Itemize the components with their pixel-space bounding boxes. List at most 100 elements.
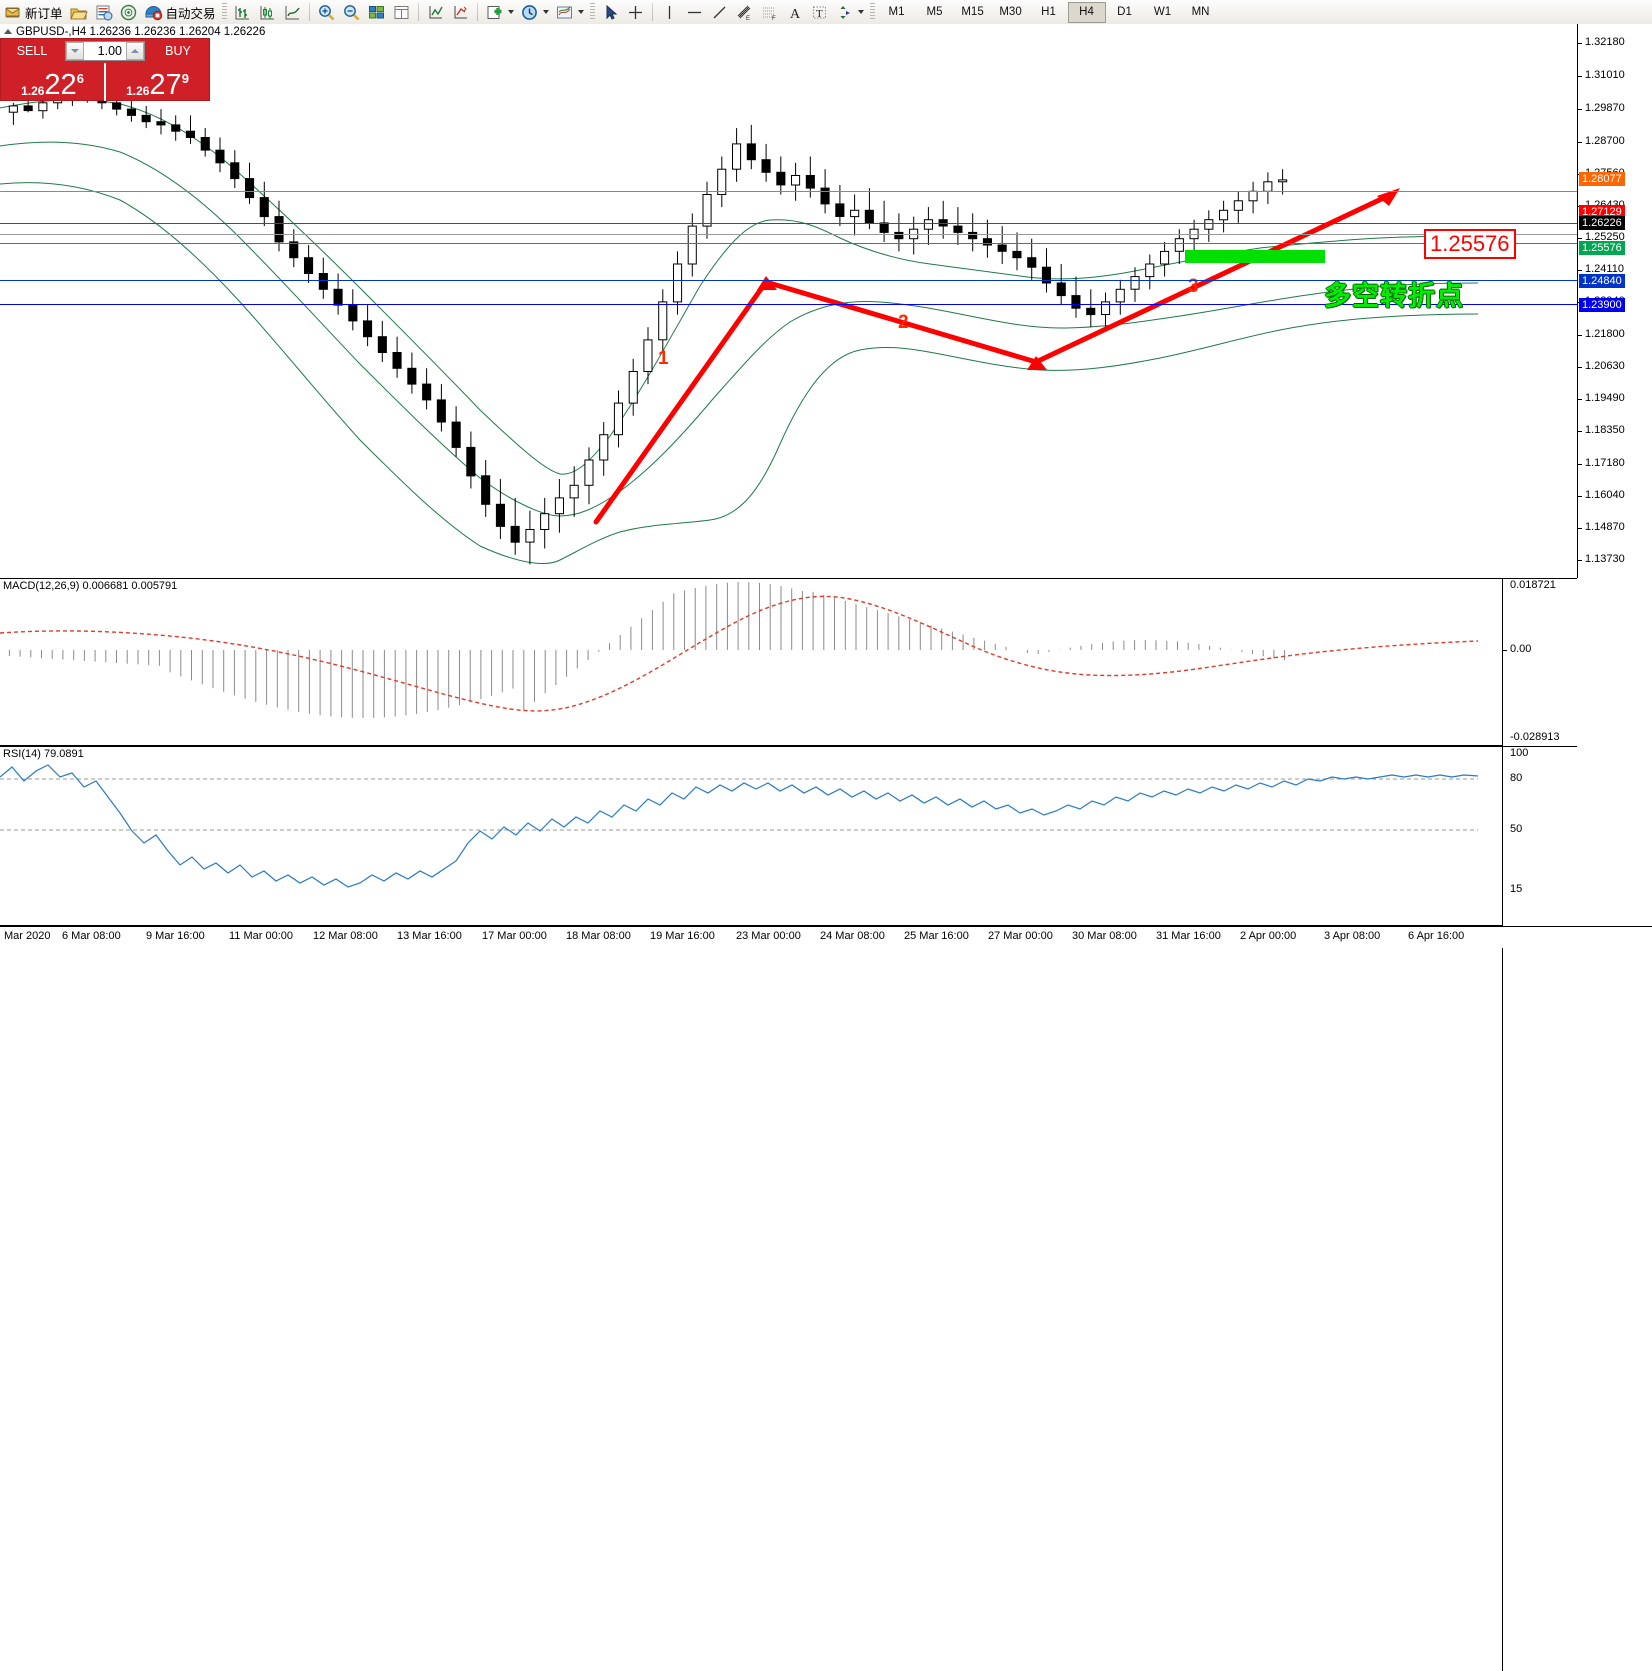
orange-horizontal-line[interactable]	[0, 191, 1577, 192]
equidistant-channel-button[interactable]: E	[732, 1, 757, 23]
blue-horizontal-line-1[interactable]	[0, 280, 1577, 281]
price-scale[interactable]: 1.32180 1.31010 1.29870 1.28700 1.27560 …	[1577, 24, 1652, 578]
orange-level-label[interactable]: 1.28077	[1579, 172, 1625, 186]
bar-chart-button[interactable]	[230, 1, 255, 23]
templates-chevron-down-icon[interactable]	[577, 10, 584, 14]
timeframes-chevron-down-icon[interactable]	[542, 10, 549, 14]
sell-price-big: 22	[44, 69, 77, 101]
wave-2-pivot	[1027, 356, 1047, 370]
time-tick: 18 Mar 08:00	[566, 930, 631, 942]
fibonacci-button[interactable]: F	[757, 1, 782, 23]
volume-value[interactable]: 1.00	[97, 44, 122, 58]
profiles-button[interactable]	[66, 1, 91, 23]
templates-button[interactable]	[552, 1, 587, 23]
line-chart-button[interactable]	[280, 1, 305, 23]
macd-tick: -0.028913	[1510, 731, 1560, 743]
time-tick: 9 Mar 16:00	[146, 930, 205, 942]
horizontal-line-button[interactable]	[682, 1, 707, 23]
toolbar-grip-1[interactable]	[221, 3, 227, 21]
timeframe-m15[interactable]: M15	[961, 5, 984, 18]
timeframe-m5[interactable]: M5	[926, 5, 943, 18]
templates-icon	[555, 3, 574, 22]
volume-decrease-button[interactable]	[66, 42, 84, 60]
timeframes-button[interactable]	[517, 1, 552, 23]
macd-pane[interactable]: MACD(12,26,9) 0.006681 0.005791 0.018721…	[0, 578, 1577, 1503]
blue-level-label-2[interactable]: 1.23900	[1579, 298, 1625, 312]
one-click-prices-row: 1.26 22 6 1.26 27 9	[1, 63, 209, 101]
green-horizontal-line[interactable]	[0, 243, 1577, 244]
collapse-triangle-icon[interactable]	[4, 29, 12, 34]
timeframe-m30[interactable]: M30	[999, 5, 1022, 18]
rsi-title: RSI(14) 79.0891	[3, 748, 84, 760]
volume-increase-button[interactable]	[126, 42, 144, 60]
toolbar-separator-3	[476, 3, 478, 21]
vertical-line-button[interactable]	[657, 1, 682, 23]
one-click-trading-panel[interactable]: SELL 1.00 BUY 1.26 22 6 1.26 27 9	[0, 38, 210, 101]
add-indicator-chevron-down-icon[interactable]	[507, 10, 514, 14]
blue-horizontal-line-2[interactable]	[0, 304, 1577, 305]
sell-button[interactable]: SELL	[16, 44, 48, 58]
add-chart-icon	[485, 3, 504, 22]
data-window-icon	[392, 3, 411, 22]
market-watch-button[interactable]	[91, 1, 116, 23]
tile-windows-button[interactable]	[364, 1, 389, 23]
indicators-button[interactable]	[423, 1, 448, 23]
indicators-arrow-button[interactable]	[448, 1, 473, 23]
trendline-button[interactable]	[707, 1, 732, 23]
indicators-list-icon	[451, 3, 470, 22]
buy-price[interactable]: 1.26 27 9	[104, 63, 209, 101]
timeframe-w1[interactable]: W1	[1153, 5, 1172, 18]
chart-area[interactable]: GBPUSD-,H4 1.26236 1.26236 1.26204 1.262…	[0, 24, 1652, 1671]
zoom-out-button[interactable]	[339, 1, 364, 23]
red-horizontal-line[interactable]	[0, 223, 1577, 224]
red-level-label[interactable]: 1.27129	[1579, 205, 1625, 219]
blue-level-label-1[interactable]: 1.24840	[1579, 274, 1625, 288]
zoom-in-button[interactable]	[314, 1, 339, 23]
timeframe-mn[interactable]: MN	[1191, 5, 1210, 18]
text-label-button[interactable]: T	[807, 1, 832, 23]
cursor-button[interactable]	[598, 1, 623, 23]
timeframe-h4[interactable]: H4	[1067, 1, 1106, 23]
data-window-button[interactable]	[389, 1, 414, 23]
toolbar-grip-2[interactable]	[589, 3, 595, 21]
price-tick: 1.28700	[1578, 135, 1625, 147]
new-order-button[interactable]: 新订单	[0, 1, 66, 23]
vertical-line-icon	[660, 3, 679, 22]
timeframe-h1[interactable]: H1	[1041, 5, 1056, 18]
price-tick: 1.17180	[1578, 457, 1625, 469]
time-tick: 17 Mar 00:00	[482, 930, 547, 942]
rsi-pane[interactable]: RSI(14) 79.0891 100 80 50 15	[0, 746, 1577, 1671]
add-indicator-button[interactable]	[482, 1, 517, 23]
sell-price[interactable]: 1.26 22 6	[1, 63, 104, 101]
autotrading-icon	[144, 3, 163, 22]
chart-symbol-text: GBPUSD-,H4 1.26236 1.26236 1.26204 1.262…	[16, 26, 266, 38]
time-scale[interactable]: Mar 2020 6 Mar 08:00 9 Mar 16:00 11 Mar …	[0, 926, 1652, 948]
buy-button[interactable]: BUY	[165, 44, 191, 58]
volume-stepper[interactable]: 1.00	[65, 41, 145, 61]
sell-price-prefix: 1.26	[21, 84, 45, 98]
macd-graphics	[0, 582, 1479, 718]
main-toolbar: 新订单 自动交易	[0, 0, 1652, 25]
wave-label-1: 1	[658, 348, 669, 369]
rsi-line	[0, 764, 1479, 888]
crosshair-button[interactable]	[623, 1, 648, 23]
price-tick: 1.18350	[1578, 424, 1625, 436]
chevron-down-icon	[71, 49, 79, 53]
new-order-icon	[3, 3, 22, 22]
price-tick: 1.31010	[1578, 69, 1625, 81]
candlestick-chart-button[interactable]	[255, 1, 280, 23]
time-tick: 6 Apr 16:00	[1408, 930, 1465, 942]
toolbar-grip-3[interactable]	[869, 3, 875, 21]
autotrading-button[interactable]: 自动交易	[141, 1, 219, 23]
timeframe-m1[interactable]: M1	[888, 5, 905, 18]
price-tick: 1.13730	[1578, 553, 1625, 565]
timeframe-d1[interactable]: D1	[1117, 5, 1132, 18]
svg-text:F: F	[772, 16, 776, 22]
time-tick: 2 Apr 00:00	[1240, 930, 1297, 942]
arrows-chevron-down-icon[interactable]	[857, 10, 864, 14]
arrows-button[interactable]	[832, 1, 867, 23]
navigator-button[interactable]	[116, 1, 141, 23]
navigator-icon	[119, 3, 138, 22]
text-button[interactable]: A	[782, 1, 807, 23]
green-level-label[interactable]: 1.25576	[1579, 241, 1625, 255]
